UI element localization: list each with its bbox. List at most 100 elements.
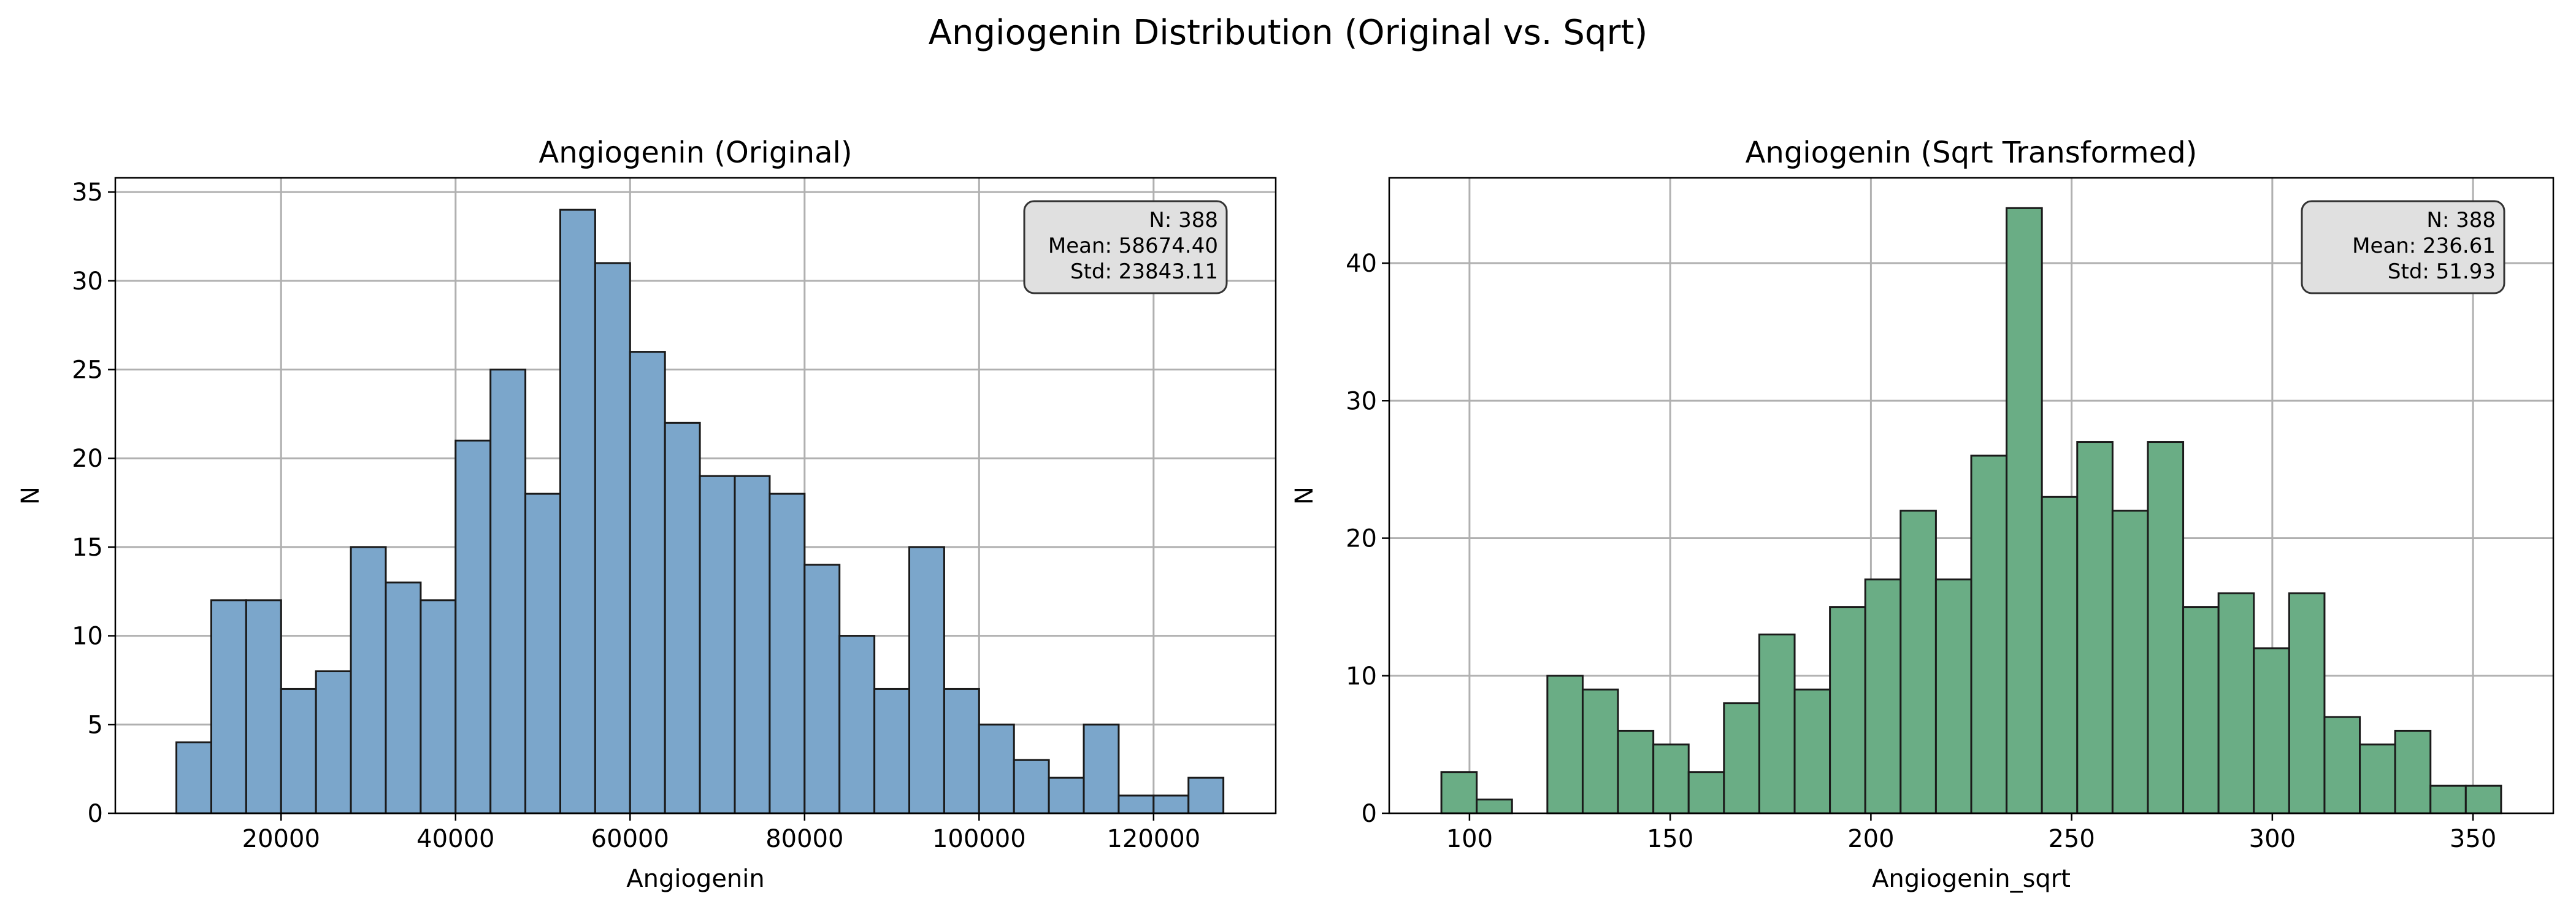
- y-axis-label: N: [17, 486, 45, 505]
- histogram-bar: [385, 581, 422, 815]
- stats-n: N: 388: [1149, 208, 1218, 232]
- stats-std: Std: 51.93: [2388, 259, 2496, 284]
- histogram-bar: [2147, 441, 2185, 815]
- y-tick-label: 30: [1346, 387, 1377, 415]
- histogram-bar: [594, 262, 631, 815]
- axes-frame: [114, 177, 1277, 815]
- y-tick-label: 10: [1346, 662, 1377, 691]
- histogram-bar: [2111, 510, 2149, 815]
- stats-std: Std: 23843.11: [1070, 259, 1218, 284]
- histogram-bar: [1723, 702, 1760, 815]
- histogram-bar: [2288, 592, 2326, 815]
- histogram-bar: [1117, 794, 1155, 815]
- histogram-bar: [2006, 207, 2043, 815]
- histogram-bar: [1934, 578, 1972, 815]
- x-tick-label: 20000: [242, 825, 320, 853]
- x-axis-ticks: 20000 40000 60000 80000 100000 120000: [242, 813, 1200, 853]
- x-tick-label: 100: [1446, 825, 1493, 853]
- histogram-bars: [175, 209, 1225, 815]
- histogram-bar: [2217, 592, 2255, 815]
- figure-title: Angiogenin Distribution (Original vs. Sq…: [929, 13, 1648, 53]
- histogram-bar: [734, 475, 771, 815]
- histogram-bar: [664, 421, 701, 815]
- histogram-bar: [2041, 496, 2079, 815]
- x-tick-label: 150: [1647, 825, 1693, 853]
- histogram-bar: [1013, 759, 1050, 815]
- y-tick-label: 40: [1346, 250, 1377, 278]
- histogram-bar: [245, 599, 282, 815]
- histogram-bar: [1899, 510, 1937, 815]
- histogram-bar: [1546, 675, 1584, 815]
- stats-mean: Mean: 58674.40: [1048, 234, 1218, 258]
- y-tick-label: 35: [72, 178, 103, 207]
- histogram-bar: [978, 723, 1015, 815]
- histogram-bar: [1083, 723, 1120, 815]
- stats-box-background: [1023, 200, 1228, 294]
- y-tick-label: 10: [72, 623, 103, 651]
- y-tick-label: 15: [72, 534, 103, 562]
- histogram-bar: [1581, 688, 1619, 815]
- histogram-bar: [1152, 794, 1190, 815]
- histogram-bar: [943, 688, 980, 815]
- x-tick-label: 80000: [765, 825, 843, 853]
- histogram-bar: [315, 670, 352, 815]
- panel-title: Angiogenin (Original): [539, 136, 852, 170]
- histogram-bar: [1758, 633, 1796, 815]
- histogram-bar: [699, 475, 736, 815]
- y-tick-label: 20: [72, 445, 103, 473]
- histogram-bar: [769, 493, 806, 815]
- x-axis-label: Angiogenin: [626, 865, 765, 893]
- x-tick-label: 60000: [591, 825, 669, 853]
- histogram-bar: [210, 599, 247, 815]
- y-axis-ticks: 0 10 20 30 40: [1346, 250, 1389, 828]
- stats-mean: Mean: 236.61: [2352, 234, 2496, 258]
- histogram-bar: [1048, 776, 1085, 815]
- histogram-bar: [420, 599, 457, 815]
- stats-n: N: 388: [2426, 208, 2496, 232]
- histogram-bar: [2076, 441, 2114, 815]
- histogram-bar: [1829, 606, 1866, 815]
- histogram-bar: [489, 369, 527, 815]
- histogram-bar: [1187, 776, 1225, 815]
- histogram-bar: [175, 741, 212, 815]
- stats-box-background: [2301, 200, 2505, 294]
- y-axis-label: N: [1290, 486, 1319, 505]
- histogram-bar: [1793, 688, 1831, 815]
- histogram-bar: [629, 351, 666, 815]
- y-axis-ticks: 0 5 10 15 20 25 30 35: [72, 178, 115, 828]
- stats-box: N: 388 Mean: 236.61 Std: 51.93: [2301, 200, 2505, 294]
- histogram-bar: [524, 493, 562, 815]
- y-tick-label: 0: [88, 800, 103, 828]
- histogram-bar: [1687, 771, 1725, 815]
- stats-box: N: 388 Mean: 58674.40 Std: 23843.11: [1023, 200, 1228, 294]
- x-tick-label: 100000: [932, 825, 1026, 853]
- histogram-panel-sqrt: 100 150 200 250 300 350 0 10 20 30 40 Angiogenin …: [1290, 136, 2555, 893]
- histogram-bar: [2182, 606, 2220, 815]
- y-tick-label: 25: [72, 356, 103, 385]
- x-tick-label: 120000: [1106, 825, 1200, 853]
- y-tick-label: 0: [1362, 800, 1377, 828]
- histogram-bar: [2253, 647, 2290, 815]
- histogram-bar: [908, 546, 945, 815]
- x-tick-label: 200: [1847, 825, 1894, 853]
- y-tick-label: 20: [1346, 525, 1377, 553]
- histogram-bar: [2464, 784, 2502, 815]
- histogram-bar: [1652, 743, 1690, 815]
- histogram-bar: [803, 564, 841, 815]
- histogram-bar: [2359, 743, 2396, 815]
- histogram-bar: [2323, 716, 2361, 815]
- histogram-bar: [280, 688, 317, 815]
- histogram-bar: [838, 635, 876, 815]
- histogram-bar: [1617, 729, 1655, 815]
- histogram-bar: [1970, 454, 2008, 815]
- histogram-bar: [454, 439, 492, 815]
- x-axis-label: Angiogenin_sqrt: [1872, 865, 2071, 893]
- x-tick-label: 250: [2048, 825, 2095, 853]
- histogram-bar: [873, 688, 911, 815]
- histogram-bar: [2394, 729, 2432, 815]
- axes-frame: [1388, 177, 2555, 815]
- histogram-bar: [350, 546, 387, 815]
- histogram-bar: [2429, 784, 2467, 815]
- histogram-bar: [1440, 771, 1478, 815]
